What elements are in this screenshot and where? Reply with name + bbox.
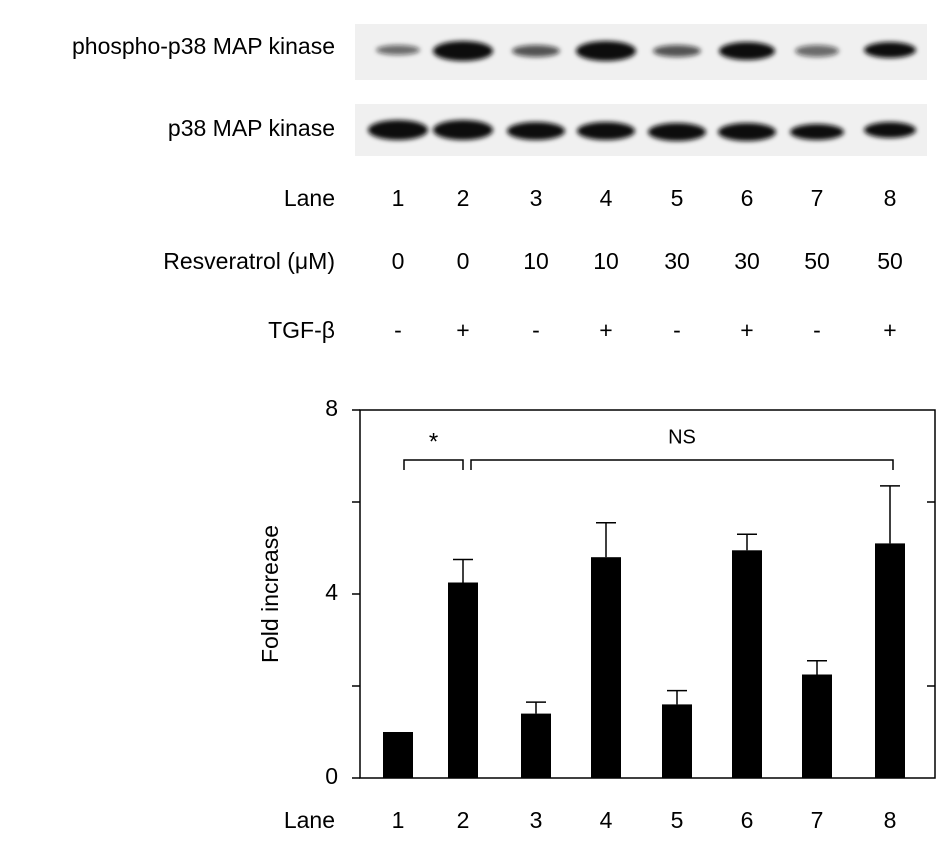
bar bbox=[383, 732, 413, 778]
cell: + bbox=[740, 317, 753, 343]
bracket bbox=[403, 459, 464, 470]
error-bar bbox=[880, 485, 900, 544]
band bbox=[719, 42, 775, 60]
blot-row-label: p38 MAP kinase bbox=[168, 115, 335, 141]
error-bar bbox=[453, 558, 473, 583]
error-bar bbox=[807, 659, 827, 675]
bar bbox=[732, 550, 762, 778]
x-tick-label: 2 bbox=[457, 807, 470, 833]
x-tick-label: 4 bbox=[600, 807, 613, 833]
annotation: * bbox=[429, 428, 438, 455]
band bbox=[795, 45, 839, 57]
bar bbox=[448, 582, 478, 778]
blot-bands bbox=[368, 41, 916, 141]
y-tick-label: 8 bbox=[325, 395, 338, 421]
band bbox=[576, 41, 636, 61]
band bbox=[864, 42, 916, 58]
x-tick-label: 3 bbox=[530, 807, 543, 833]
error-bar bbox=[526, 701, 546, 714]
plot-frame bbox=[359, 409, 936, 779]
error-bar bbox=[596, 521, 616, 558]
blot-row-label: phospho-p38 MAP kinase bbox=[72, 33, 335, 59]
band bbox=[433, 120, 493, 140]
bar bbox=[591, 557, 621, 778]
bar bbox=[521, 713, 551, 778]
band bbox=[718, 123, 776, 141]
band bbox=[648, 123, 706, 141]
row-label: Resveratrol (μM) bbox=[163, 248, 335, 274]
cell: - bbox=[532, 317, 540, 343]
band bbox=[653, 45, 701, 57]
cell: 1 bbox=[392, 185, 405, 211]
error-bar bbox=[737, 533, 757, 551]
band bbox=[368, 120, 428, 140]
band bbox=[507, 122, 565, 140]
y-tick-label: 0 bbox=[325, 763, 338, 789]
cell: 2 bbox=[457, 185, 470, 211]
band bbox=[512, 45, 560, 57]
bar bbox=[802, 674, 832, 778]
cell: 4 bbox=[600, 185, 613, 211]
x-tick-label: 1 bbox=[392, 807, 405, 833]
cell: - bbox=[813, 317, 821, 343]
bar bbox=[662, 704, 692, 778]
band bbox=[864, 122, 916, 138]
y-axis-label: Fold increase bbox=[257, 525, 283, 663]
cell: 3 bbox=[530, 185, 543, 211]
bar bbox=[875, 543, 905, 778]
cell: 6 bbox=[741, 185, 754, 211]
cell: 10 bbox=[523, 248, 549, 274]
cell: + bbox=[599, 317, 612, 343]
band bbox=[433, 41, 493, 61]
annotation: NS bbox=[668, 426, 696, 448]
x-tick-label: 5 bbox=[671, 807, 684, 833]
cell: 8 bbox=[884, 185, 897, 211]
row-label: Lane bbox=[284, 185, 335, 211]
x-tick-label: 6 bbox=[741, 807, 754, 833]
cell: 30 bbox=[734, 248, 760, 274]
y-tick-label: 4 bbox=[325, 579, 338, 605]
cell: 0 bbox=[457, 248, 470, 274]
error-bar bbox=[667, 689, 687, 705]
cell: + bbox=[456, 317, 469, 343]
cell: 7 bbox=[811, 185, 824, 211]
x-tick-label: 8 bbox=[884, 807, 897, 833]
cell: 30 bbox=[664, 248, 690, 274]
cell: + bbox=[883, 317, 896, 343]
x-axis-label: Lane bbox=[284, 807, 335, 833]
band bbox=[790, 124, 844, 140]
cell: 50 bbox=[804, 248, 830, 274]
band bbox=[376, 45, 420, 55]
band bbox=[577, 122, 635, 140]
row-label: TGF-β bbox=[268, 317, 335, 343]
cell: - bbox=[394, 317, 402, 343]
bracket bbox=[470, 459, 894, 470]
cell: 10 bbox=[593, 248, 619, 274]
cell: 0 bbox=[392, 248, 405, 274]
cell: 5 bbox=[671, 185, 684, 211]
cell: 50 bbox=[877, 248, 903, 274]
cell: - bbox=[673, 317, 681, 343]
x-tick-label: 7 bbox=[811, 807, 824, 833]
